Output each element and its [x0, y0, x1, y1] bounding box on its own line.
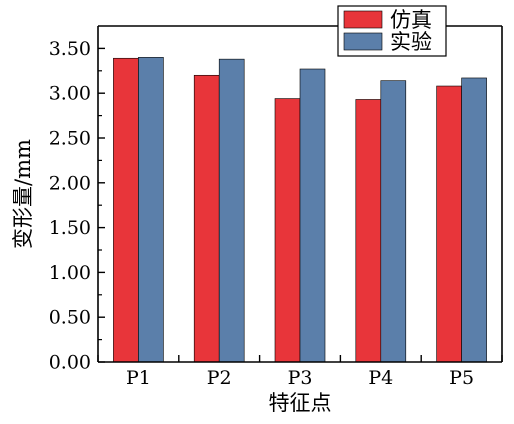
axes-group: [97, 25, 503, 363]
legend-label-series-1: 仿真: [390, 8, 432, 32]
x-tick-label-p5: P5: [449, 367, 474, 389]
bar-p3-series-1: [274, 98, 301, 363]
bar-p5-series-1: [436, 85, 462, 363]
bar-p2-series-2: [218, 58, 245, 363]
y-tick-label: 1.00: [49, 262, 91, 284]
x-tick-label-p1: P1: [126, 367, 151, 389]
y-tick-label: 2.50: [49, 128, 91, 150]
x-tick-label-p4: P4: [368, 367, 393, 389]
y-tick-label: 0.50: [49, 307, 91, 329]
bar-p3-series-2: [299, 68, 326, 363]
legend-swatch-series-1: [343, 10, 383, 29]
x-tick-label-p3: P3: [288, 367, 313, 389]
y-tick-label: 0.00: [49, 352, 91, 374]
ticks-group: 0.00 0.50 1.00 1.50 2.00 2.50 3.00 3.50 P1 P2 P3 P4…: [49, 38, 503, 389]
bar-p2-series-1: [193, 74, 220, 363]
x-tick-label-p2: P2: [207, 367, 232, 389]
bar-p1-series-2: [138, 57, 164, 363]
legend-swatch-series-2: [343, 32, 383, 51]
y-tick-label: 3.00: [49, 83, 91, 105]
bars-group: [113, 57, 487, 363]
y-tick-label: 1.50: [49, 217, 91, 239]
bar-p1-series-1: [113, 57, 139, 363]
x-axis-title: 特征点: [269, 391, 332, 415]
y-axis-title: 变形量/mm: [11, 139, 35, 249]
y-tick-label: 3.50: [49, 38, 91, 60]
legend-label-series-2: 实验: [390, 30, 432, 54]
bar-p4-series-2: [380, 80, 407, 363]
bar-p4-series-1: [355, 99, 382, 363]
bar-p5-series-2: [461, 77, 487, 363]
y-tick-label: 2.00: [49, 172, 91, 194]
